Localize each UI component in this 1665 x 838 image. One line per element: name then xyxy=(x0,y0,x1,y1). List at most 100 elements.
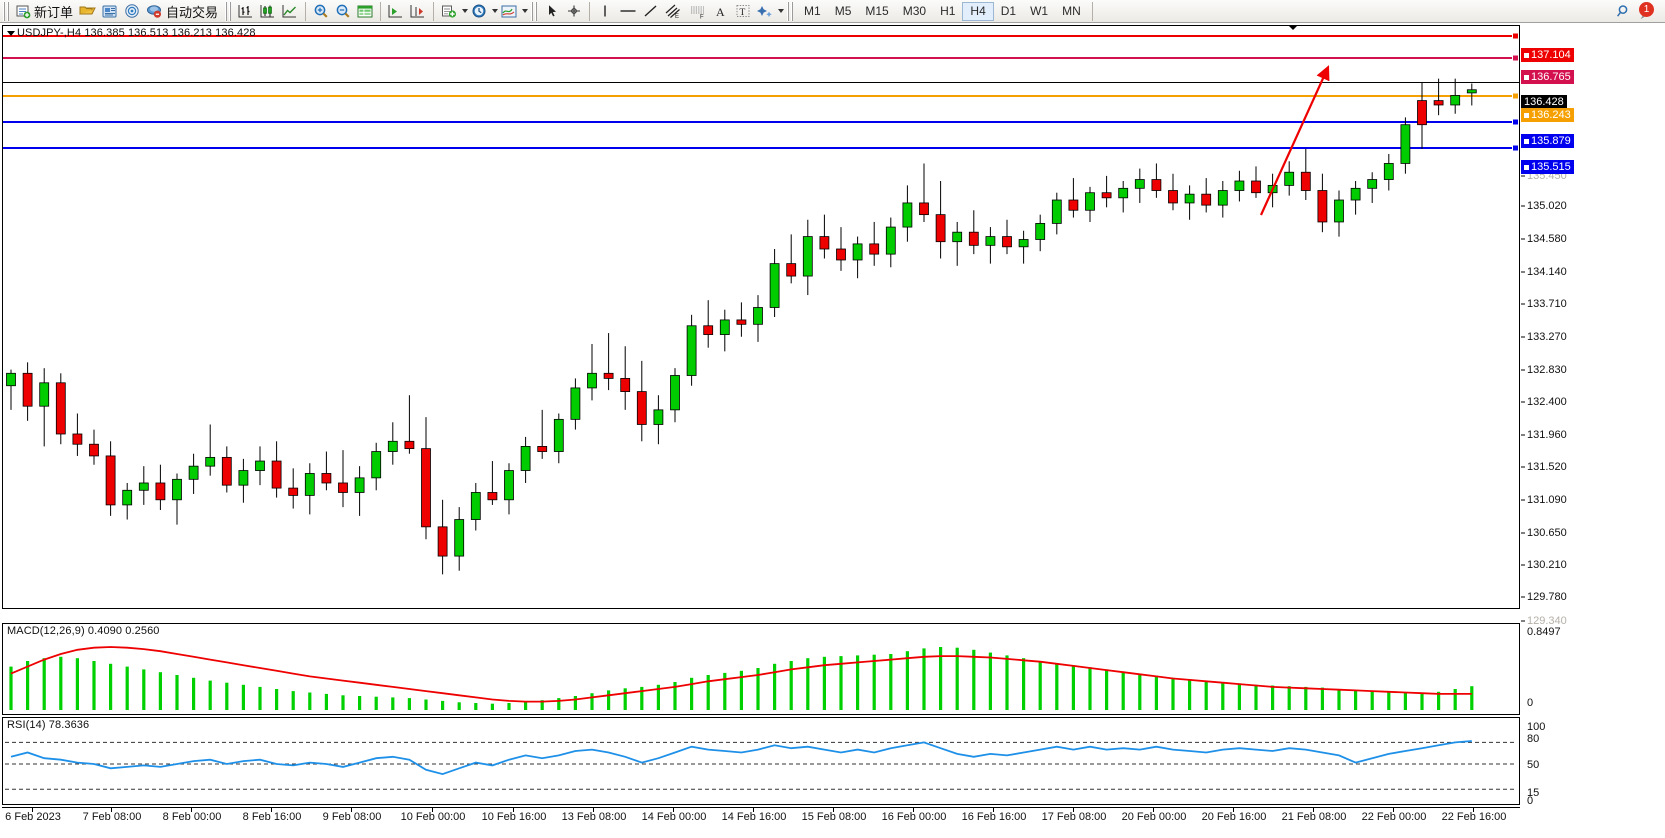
time-axis-tick-mark xyxy=(271,808,272,812)
bullish-trend-arrow[interactable] xyxy=(3,26,1519,608)
level-handle-136243[interactable] xyxy=(1512,92,1519,100)
text-label-button[interactable]: T xyxy=(732,1,754,22)
timeframe-w1[interactable]: W1 xyxy=(1030,4,1049,18)
level-tag-marker xyxy=(1524,112,1529,118)
candlestick-chart-button[interactable] xyxy=(257,1,279,22)
chart-shift-button[interactable] xyxy=(385,1,407,22)
time-axis-label: 22 Feb 00:00 xyxy=(1361,811,1427,823)
level-line-136428-current[interactable] xyxy=(3,82,1519,83)
time-axis-tick-mark xyxy=(1393,808,1394,812)
macd-histogram-bar xyxy=(1271,685,1275,710)
horizontal-line-button[interactable] xyxy=(616,1,640,22)
auto-scroll-button[interactable] xyxy=(407,1,429,22)
toolbar-grip-4[interactable] xyxy=(787,1,795,21)
templates-caret-icon[interactable] xyxy=(522,9,529,13)
toolbar-grip-2[interactable] xyxy=(225,1,233,21)
price-chart-pane[interactable]: USDJPY-,H4 136.385 136.513 136.213 136.4… xyxy=(2,25,1520,609)
symbol-dropdown-arrow-icon[interactable] xyxy=(7,31,15,36)
bar-chart-button[interactable] xyxy=(235,1,257,22)
objects-button[interactable] xyxy=(754,1,776,22)
new-order-label: 新订单 xyxy=(34,4,74,20)
add-indicator-caret-icon[interactable] xyxy=(462,9,469,13)
equidistant-channel-button[interactable]: E xyxy=(662,1,686,22)
autotrading-icon xyxy=(147,5,162,18)
line-chart-button[interactable] xyxy=(279,1,301,22)
macd-pane[interactable]: MACD(12,26,9) 0.4090 0.2560 xyxy=(2,623,1520,715)
rsi-pane[interactable]: RSI(14) 78.3636 xyxy=(2,717,1520,805)
period-button[interactable] xyxy=(468,1,490,22)
timeframe-h1[interactable]: H1 xyxy=(940,4,956,18)
vertical-line-button[interactable] xyxy=(594,1,616,22)
price-axis-tick-mark xyxy=(1521,175,1525,177)
macd-histogram-bar xyxy=(341,695,345,710)
price-axis-tick-mark xyxy=(1521,596,1525,598)
price-axis-tick-mark xyxy=(1521,466,1525,468)
level-line-135515[interactable] xyxy=(3,147,1519,149)
search-button[interactable] xyxy=(1613,1,1635,22)
templates-button[interactable] xyxy=(498,1,520,22)
objects-caret-icon[interactable] xyxy=(778,9,785,13)
alerts-button[interactable]: 1 xyxy=(1635,1,1659,22)
level-tag-137104[interactable]: 137.104 xyxy=(1521,48,1574,62)
candle-body xyxy=(138,482,149,491)
level-tag-136243[interactable]: 136.243 xyxy=(1521,108,1574,122)
macd-histogram-bar xyxy=(258,686,262,710)
macd-histogram-bar xyxy=(1287,686,1291,710)
zoom-in-button[interactable] xyxy=(310,1,332,22)
time-axis-tick-mark xyxy=(1073,808,1074,812)
folder-icon xyxy=(79,6,96,15)
level-line-136243[interactable] xyxy=(3,95,1519,97)
macd-histogram-bar xyxy=(1071,665,1075,710)
add-indicator-button[interactable] xyxy=(438,1,460,22)
signal-button[interactable] xyxy=(121,1,143,22)
timeframe-h4[interactable]: H4 xyxy=(962,1,994,21)
news-button[interactable] xyxy=(99,1,121,22)
level-handle-136765[interactable] xyxy=(1512,54,1519,62)
candle-body xyxy=(1417,100,1427,126)
time-axis[interactable]: 6 Feb 2023 7 Feb 08:00 8 Feb 00:00 8 Feb 16… xyxy=(2,807,1520,829)
timeframe-mn[interactable]: MN xyxy=(1062,4,1081,18)
level-line-137104[interactable] xyxy=(3,35,1519,37)
macd-axis[interactable]: 0.8497 0 xyxy=(1521,623,1665,715)
level-line-136765[interactable] xyxy=(3,57,1519,59)
text-button[interactable]: A xyxy=(710,1,732,22)
crosshair-button[interactable] xyxy=(563,1,585,22)
macd-histogram-bar xyxy=(92,661,96,710)
timeframe-m1[interactable]: M1 xyxy=(804,4,821,18)
level-handle-135879[interactable] xyxy=(1512,118,1519,126)
level-line-135879[interactable] xyxy=(3,121,1519,123)
period-caret-icon[interactable] xyxy=(492,9,499,13)
time-axis-label: 9 Feb 08:00 xyxy=(322,811,382,823)
trendline-button[interactable] xyxy=(640,1,662,22)
line-chart-icon xyxy=(282,5,297,18)
level-handle-135515[interactable] xyxy=(1512,144,1519,152)
crosshair-icon xyxy=(568,5,581,17)
price-axis[interactable]: 135.450 135.020 134.580 134.140 133.710 133.2… xyxy=(1521,25,1665,627)
timeframe-m15[interactable]: M15 xyxy=(865,4,889,18)
timeframe-d1[interactable]: D1 xyxy=(1000,4,1017,18)
zoom-out-button[interactable] xyxy=(332,1,354,22)
folder-button[interactable] xyxy=(77,1,99,22)
level-tag-136428-current: 136.428 xyxy=(1521,95,1567,109)
new-order-button[interactable]: 新订单 xyxy=(13,1,77,22)
data-window-button[interactable] xyxy=(354,1,376,22)
timeframe-m30[interactable]: M30 xyxy=(902,4,927,18)
macd-histogram-bar xyxy=(75,658,79,710)
toolbar-grip[interactable] xyxy=(3,1,10,21)
autotrading-label: 自动交易 xyxy=(166,4,219,20)
macd-histogram-bar xyxy=(1420,693,1424,710)
candle-body xyxy=(1400,124,1411,164)
level-tag-136765[interactable]: 136.765 xyxy=(1521,70,1574,84)
autotrading-button[interactable]: 自动交易 xyxy=(143,1,222,22)
toolbar-separator-2 xyxy=(380,1,382,21)
chart-collapse-caret-icon[interactable] xyxy=(1288,25,1298,30)
level-handle-137104[interactable] xyxy=(1512,32,1519,40)
toolbar-grip-3[interactable] xyxy=(531,1,539,21)
fibonacci-button[interactable]: F xyxy=(686,1,710,22)
level-tag-135515[interactable]: 135.515 xyxy=(1521,160,1574,174)
level-tag-135879[interactable]: 135.879 xyxy=(1521,134,1574,148)
cursor-button[interactable] xyxy=(541,1,563,22)
rsi-axis[interactable]: 100 80 50 15 0 xyxy=(1521,717,1665,807)
candle-body xyxy=(802,236,813,277)
timeframe-m5[interactable]: M5 xyxy=(834,4,852,18)
